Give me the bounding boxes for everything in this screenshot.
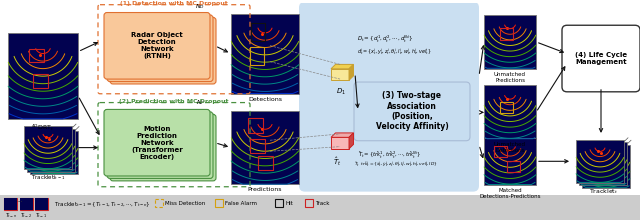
Text: Unmatched
Predictions: Unmatched Predictions [494,72,526,83]
Bar [35,198,48,210]
Polygon shape [331,133,353,137]
Polygon shape [331,137,349,149]
Bar [500,28,513,40]
Text: $T_{t-1}$: $T_{t-1}$ [35,211,47,220]
Text: $N_D$: $N_D$ [195,2,205,11]
Bar [248,118,263,133]
Text: Hit: Hit [285,201,292,206]
Bar [231,14,299,94]
Bar [4,198,17,210]
Bar [508,161,520,172]
Bar [155,200,163,207]
Bar [484,85,536,139]
Text: Detections: Detections [248,97,282,102]
Text: $D_t = \{d_t^1, d_t^2, \cdots, d_t^{N_d}\}$: $D_t = \{d_t^1, d_t^2, \cdots, d_t^{N_d}… [357,34,413,45]
Bar [579,142,627,185]
Bar [20,198,33,210]
Text: Matched
Detections-Predictions: Matched Detections-Predictions [479,188,541,198]
Text: (2) Prediction with MC Dropout: (2) Prediction with MC Dropout [119,99,228,103]
Bar [231,111,299,184]
Text: Miss Detection: Miss Detection [165,201,205,206]
Bar [215,200,223,207]
Text: Trackleti$_{t-1}$: Trackleti$_{t-1}$ [31,173,65,182]
Text: Tracklet$_{t-1} = \{T_{t-1}, T_{t-2}, \cdots, T_{t-n}\}$: Tracklet$_{t-1} = \{T_{t-1}, T_{t-2}, \c… [54,200,151,209]
Text: $N_P$: $N_P$ [196,99,205,107]
FancyBboxPatch shape [107,15,213,81]
Bar [305,200,313,207]
Text: $T_{t-2}$: $T_{t-2}$ [20,211,32,220]
Text: $D_1$: $D_1$ [336,87,346,97]
FancyBboxPatch shape [562,25,640,92]
Polygon shape [349,64,353,80]
Text: Radar Object
Detection
Network
(RTNH): Radar Object Detection Network (RTNH) [131,32,183,59]
Bar [275,200,283,207]
FancyBboxPatch shape [299,2,479,192]
Text: $\hat{T}_t$  $\hat{trk}_t^i = \{\tilde{x}_t^i, \tilde{y}_t^i, z_t^i, \theta_t^i,: $\hat{T}_t$ $\hat{trk}_t^i = \{\tilde{x}… [354,159,438,170]
Bar [484,138,536,185]
Bar [30,131,78,174]
Bar [24,126,72,169]
Text: Unmatched
Detections: Unmatched Detections [494,142,526,153]
Bar [250,47,264,65]
Text: $\hat{T}_t$: $\hat{T}_t$ [333,155,341,168]
Bar [4,198,17,210]
Bar [576,140,624,183]
Bar [27,129,75,172]
Text: False Alarm: False Alarm [225,201,257,206]
Bar [250,139,265,153]
Text: Track: Track [315,201,330,206]
FancyBboxPatch shape [354,82,470,141]
Bar [604,166,616,176]
FancyBboxPatch shape [110,114,216,181]
Bar [258,157,273,170]
Bar [35,198,48,210]
Polygon shape [331,69,349,80]
Text: $d_t^i = \{x_t^i, y_t^i, z_t^i, \theta_t^i, l_t^i, w_t^i, h_t^i, vel_t^i\}$: $d_t^i = \{x_t^i, y_t^i, z_t^i, \theta_t… [357,46,431,57]
Bar [33,74,48,88]
FancyBboxPatch shape [104,109,210,176]
Text: Motion
Prediction
Network
(Transformer
Encoder): Motion Prediction Network (Transformer E… [131,126,183,160]
Bar [8,33,78,119]
Polygon shape [349,133,353,149]
Text: $\hat{T}_t = \{\hat{trk}_t^1, \hat{trk}_t^2, \cdots, \hat{trk}_t^{N_t}\}$: $\hat{T}_t = \{\hat{trk}_t^1, \hat{trk}_… [358,150,422,161]
Bar [494,146,508,157]
Text: $T_{t-n}$: $T_{t-n}$ [5,211,17,220]
Text: $^{4D}$DRT$_t$: $^{4D}$DRT$_t$ [31,123,54,133]
FancyBboxPatch shape [110,17,216,84]
Polygon shape [331,64,353,69]
Bar [0,194,640,220]
FancyBboxPatch shape [104,12,210,79]
Bar [20,198,33,210]
Bar [37,137,52,148]
FancyBboxPatch shape [107,112,213,178]
Bar [591,151,605,161]
Text: ...: ... [16,196,23,202]
Bar [582,145,630,188]
Text: Tracklet$_t$: Tracklet$_t$ [589,187,619,196]
Text: (4) Life Cycle
Management: (4) Life Cycle Management [575,52,627,65]
Bar [484,15,536,69]
Bar [29,49,44,62]
Text: (1) Detection with MC Dropout: (1) Detection with MC Dropout [120,1,228,6]
Bar [47,150,59,159]
Text: (3) Two-stage
Association
(Position,
Velocity Affinity): (3) Two-stage Association (Position, Vel… [376,91,449,131]
Text: Predictions: Predictions [248,187,282,192]
Bar [252,23,265,41]
Bar [500,102,513,113]
